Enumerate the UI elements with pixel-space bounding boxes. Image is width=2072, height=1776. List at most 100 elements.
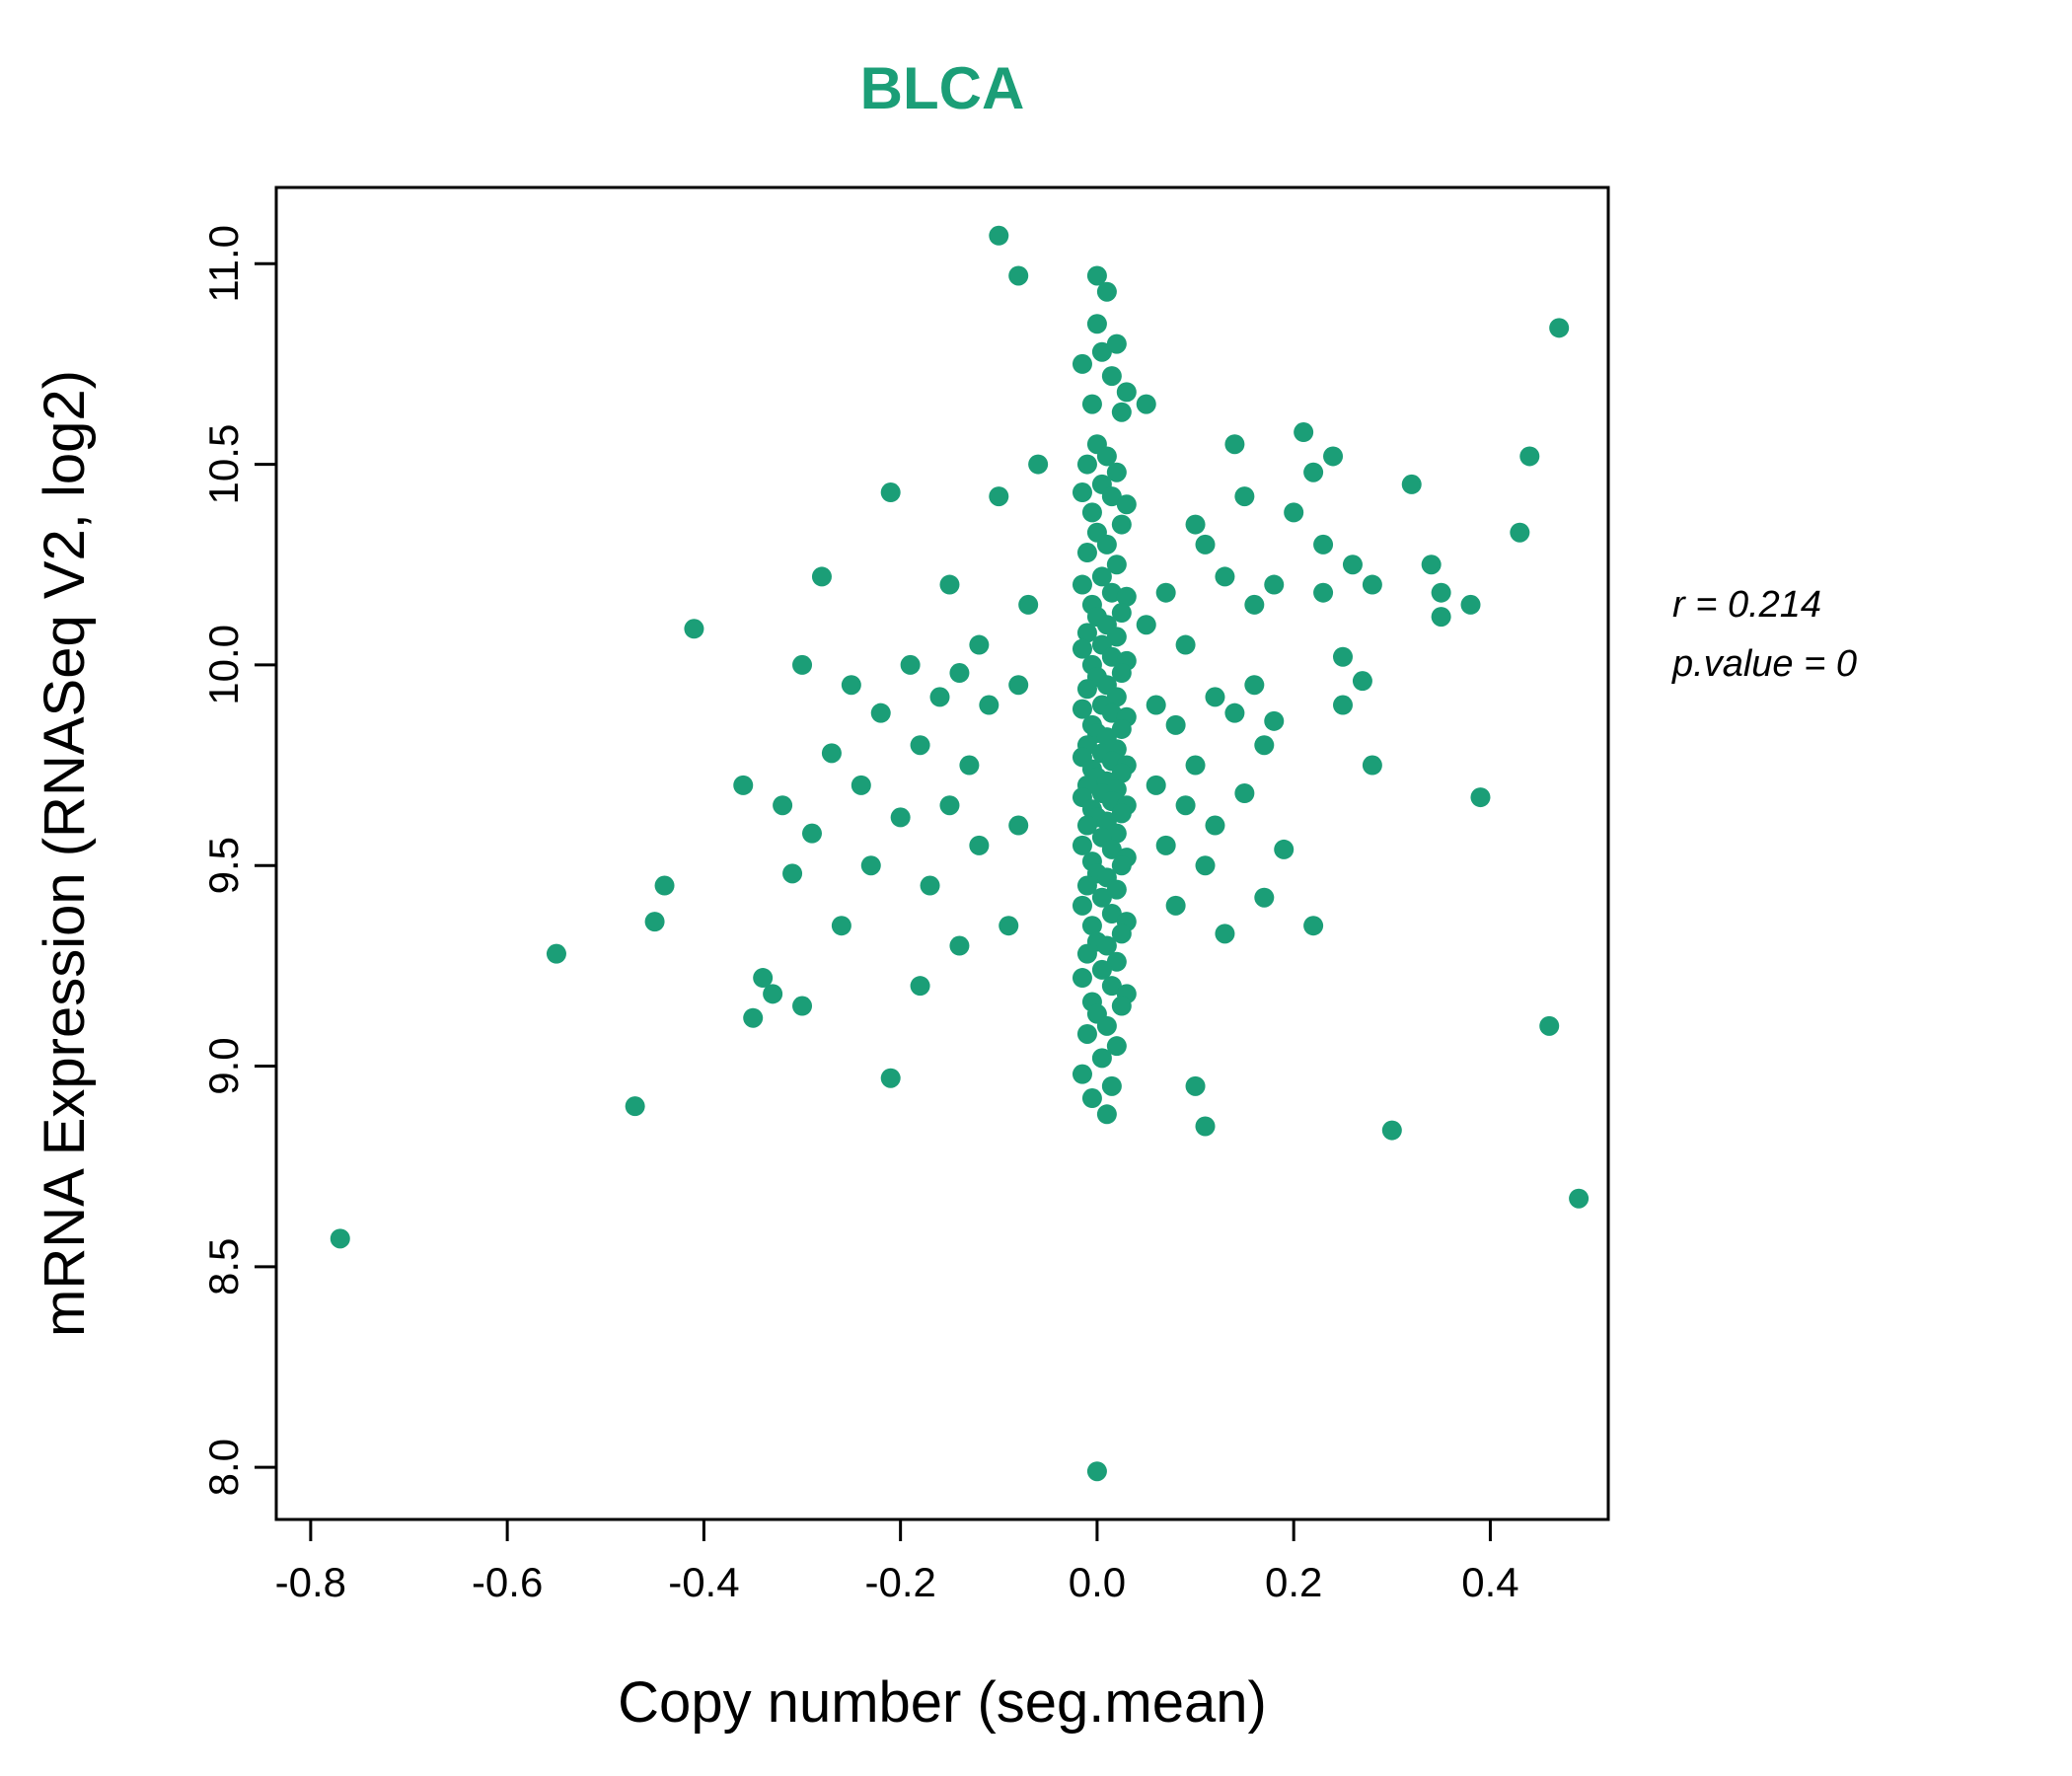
data-point [1224, 434, 1245, 455]
data-point [989, 225, 1009, 246]
data-point [939, 574, 960, 595]
data-point [1091, 959, 1112, 980]
data-point [1008, 265, 1029, 286]
y-tick-label: 8.5 [200, 1238, 247, 1295]
data-point [1101, 903, 1122, 924]
data-point [1086, 265, 1107, 286]
data-point [989, 486, 1009, 507]
data-point [900, 654, 921, 675]
data-point [1076, 454, 1097, 475]
data-point [625, 1096, 645, 1117]
data-point [644, 912, 665, 932]
data-point [801, 823, 822, 844]
data-point [1185, 755, 1206, 776]
data-point [1106, 951, 1127, 972]
data-point [1313, 582, 1334, 603]
data-point [1111, 803, 1132, 824]
data-point [782, 863, 803, 884]
data-point [1111, 996, 1132, 1016]
data-point [1076, 815, 1097, 836]
data-point [939, 795, 960, 816]
data-point [1234, 783, 1255, 804]
data-point [1224, 703, 1245, 723]
data-point [1101, 976, 1122, 997]
data-point [1076, 679, 1097, 700]
data-point [753, 968, 774, 989]
data-point [1254, 887, 1275, 908]
data-point [1096, 281, 1117, 302]
annotation-r-value: r = 0.214 [1672, 584, 1821, 626]
data-point [1096, 446, 1117, 467]
annotation-p-value: p.value = 0 [1671, 643, 1857, 685]
data-point [1175, 795, 1196, 816]
data-point [1101, 486, 1122, 507]
data-point [1076, 543, 1097, 563]
data-point [959, 755, 980, 776]
data-point [1096, 534, 1117, 555]
data-point [1332, 646, 1353, 667]
data-point [1106, 555, 1127, 575]
data-point [1072, 895, 1092, 916]
data-point [1096, 1104, 1117, 1125]
data-point [1116, 494, 1137, 515]
data-point [1274, 839, 1295, 859]
data-point [890, 807, 911, 828]
data-point [1303, 462, 1324, 482]
data-point [1086, 1461, 1107, 1482]
data-point [1116, 586, 1137, 607]
data-point [910, 976, 930, 997]
data-point [1106, 333, 1127, 354]
data-point [1076, 875, 1097, 896]
data-point [811, 566, 832, 587]
data-point [1136, 615, 1156, 635]
data-point [684, 619, 704, 639]
data-point [860, 855, 881, 876]
data-point [880, 482, 901, 503]
data-point [1072, 574, 1092, 595]
y-tick-label: 10.5 [200, 424, 247, 505]
data-point [792, 654, 813, 675]
data-point [1332, 695, 1353, 715]
data-point [1111, 402, 1132, 422]
data-point [1111, 603, 1132, 624]
data-point [821, 743, 842, 764]
data-point [1101, 839, 1122, 859]
data-point [1165, 714, 1186, 735]
data-point [763, 984, 783, 1004]
data-point [733, 775, 754, 795]
data-point [743, 1007, 764, 1028]
y-tick-label: 10.0 [200, 625, 247, 705]
y-tick-label: 8.0 [200, 1439, 247, 1496]
data-point [1234, 486, 1255, 507]
data-point [773, 795, 793, 816]
data-point [1470, 787, 1491, 808]
data-point [1111, 855, 1132, 876]
data-point [929, 687, 950, 707]
data-point [1510, 522, 1530, 543]
data-point [1076, 1023, 1097, 1044]
data-point [1205, 687, 1225, 707]
data-point [1244, 675, 1265, 696]
data-point [1215, 924, 1235, 944]
x-tick-label: 0.4 [1461, 1559, 1518, 1605]
data-point [792, 996, 813, 1016]
data-point [831, 916, 851, 936]
data-point [1028, 454, 1049, 475]
data-point [1081, 916, 1102, 936]
data-point [1018, 594, 1039, 615]
data-point [1421, 555, 1442, 575]
data-point [1303, 916, 1324, 936]
data-point [1072, 835, 1092, 855]
x-tick-label: -0.6 [472, 1559, 543, 1605]
data-point [1101, 366, 1122, 387]
data-point [1072, 699, 1092, 719]
y-tick-label: 9.5 [200, 837, 247, 894]
data-point [1101, 1075, 1122, 1096]
data-point [1569, 1188, 1590, 1209]
data-point [1008, 815, 1029, 836]
data-point [910, 735, 930, 756]
plot-box [274, 185, 1610, 1521]
data-point [1342, 555, 1363, 575]
data-point [969, 634, 990, 655]
data-point [841, 675, 861, 696]
